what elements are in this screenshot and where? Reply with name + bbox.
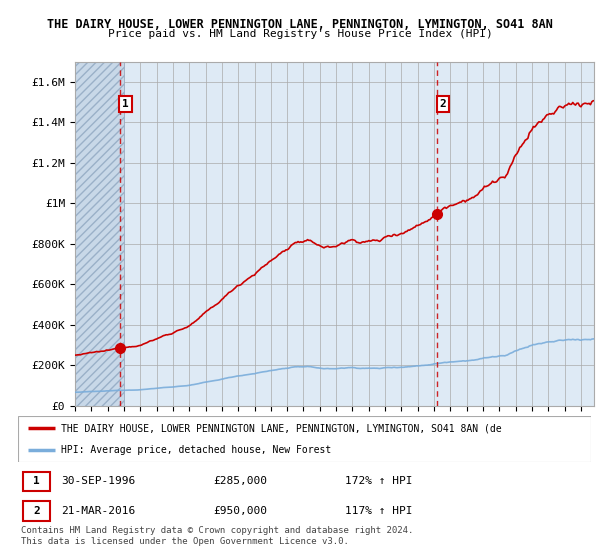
Text: 117% ↑ HPI: 117% ↑ HPI: [344, 506, 412, 516]
Bar: [23, 501, 50, 521]
Text: Contains HM Land Registry data © Crown copyright and database right 2024.
This d: Contains HM Land Registry data © Crown c…: [21, 526, 413, 546]
Text: 172% ↑ HPI: 172% ↑ HPI: [344, 477, 412, 486]
Text: 1: 1: [33, 477, 40, 486]
Text: 30-SEP-1996: 30-SEP-1996: [61, 477, 135, 486]
Text: £285,000: £285,000: [213, 477, 267, 486]
Text: 2: 2: [440, 99, 446, 109]
Text: 2: 2: [33, 506, 40, 516]
Bar: [75, 62, 124, 406]
Bar: [23, 472, 50, 491]
Text: £950,000: £950,000: [213, 506, 267, 516]
Bar: [75, 62, 124, 406]
Text: THE DAIRY HOUSE, LOWER PENNINGTON LANE, PENNINGTON, LYMINGTON, SO41 8AN: THE DAIRY HOUSE, LOWER PENNINGTON LANE, …: [47, 18, 553, 31]
Text: 21-MAR-2016: 21-MAR-2016: [61, 506, 135, 516]
Text: Price paid vs. HM Land Registry's House Price Index (HPI): Price paid vs. HM Land Registry's House …: [107, 29, 493, 39]
Text: 1: 1: [122, 99, 129, 109]
Text: THE DAIRY HOUSE, LOWER PENNINGTON LANE, PENNINGTON, LYMINGTON, SO41 8AN (de: THE DAIRY HOUSE, LOWER PENNINGTON LANE, …: [61, 423, 502, 433]
Text: HPI: Average price, detached house, New Forest: HPI: Average price, detached house, New …: [61, 445, 331, 455]
